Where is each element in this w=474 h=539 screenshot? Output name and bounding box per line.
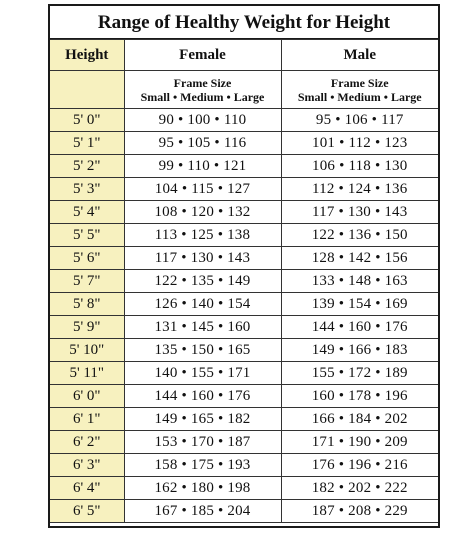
- female-weight-cell: 131 • 145 • 160: [123, 315, 282, 339]
- male-weight-cell: 160 • 178 • 196: [280, 384, 438, 408]
- male-weight-cell: 155 • 172 • 189: [280, 361, 438, 385]
- table-row: 5' 9" 131 • 145 • 160 144 • 160 • 176: [50, 315, 438, 339]
- male-frame-size-header: Frame Size Small • Medium • Large: [280, 70, 438, 109]
- table-row: 6' 2" 153 • 170 • 187 171 • 190 • 209: [50, 430, 438, 454]
- table-row: 6' 1" 149 • 165 • 182 166 • 184 • 202: [50, 407, 438, 431]
- table-row: 5' 8" 126 • 140 • 154 139 • 154 • 169: [50, 292, 438, 316]
- table-row: 5' 0" 90 • 100 • 110 95 • 106 • 117: [50, 108, 438, 132]
- female-weight-cell: 126 • 140 • 154: [123, 292, 282, 316]
- height-cell: 5' 9": [50, 315, 125, 339]
- male-weight-cell: 139 • 154 • 169: [280, 292, 438, 316]
- table-row: 5' 3" 104 • 115 • 127 112 • 124 • 136: [50, 177, 438, 201]
- female-weight-cell: 158 • 175 • 193: [123, 453, 282, 477]
- female-weight-cell: 144 • 160 • 176: [123, 384, 282, 408]
- height-cell: 5' 10": [50, 338, 125, 362]
- chart-title: Range of Healthy Weight for Height: [50, 6, 438, 39]
- height-cell: 5' 11": [50, 361, 125, 385]
- male-weight-cell: 166 • 184 • 202: [280, 407, 438, 431]
- table-row: 5' 1" 95 • 105 • 116 101 • 112 • 123: [50, 131, 438, 155]
- table-row: 6' 4" 162 • 180 • 198 182 • 202 • 222: [50, 476, 438, 500]
- height-column-header: Height: [50, 39, 125, 71]
- male-weight-cell: 117 • 130 • 143: [280, 200, 438, 224]
- height-cell: 5' 7": [50, 269, 125, 293]
- male-weight-cell: 176 • 196 • 216: [280, 453, 438, 477]
- height-cell: 5' 2": [50, 154, 125, 178]
- weight-rows: 5' 0" 90 • 100 • 110 95 • 106 • 117 5' 1" 95…: [50, 108, 438, 523]
- male-weight-cell: 171 • 190 • 209: [280, 430, 438, 454]
- female-weight-cell: 113 • 125 • 138: [123, 223, 282, 247]
- male-weight-cell: 122 • 136 • 150: [280, 223, 438, 247]
- female-frame-size-header: Frame Size Small • Medium • Large: [123, 70, 282, 109]
- height-cell: 5' 5": [50, 223, 125, 247]
- male-weight-cell: 95 • 106 • 117: [280, 108, 438, 132]
- female-column-header: Female: [123, 39, 282, 71]
- female-frame-sizes-label: Small • Medium • Large: [140, 89, 265, 104]
- table-row: 5' 7" 122 • 135 • 149 133 • 148 • 163: [50, 269, 438, 293]
- height-cell: 6' 1": [50, 407, 125, 431]
- height-cell: 5' 0": [50, 108, 125, 132]
- male-weight-cell: 133 • 148 • 163: [280, 269, 438, 293]
- table-row: 5' 6" 117 • 130 • 143 128 • 142 • 156: [50, 246, 438, 270]
- female-weight-cell: 135 • 150 • 165: [123, 338, 282, 362]
- male-weight-cell: 101 • 112 • 123: [280, 131, 438, 155]
- male-weight-cell: 149 • 166 • 183: [280, 338, 438, 362]
- frame-size-row: Frame Size Small • Medium • Large Frame …: [50, 70, 438, 109]
- female-weight-cell: 153 • 170 • 187: [123, 430, 282, 454]
- female-weight-cell: 162 • 180 • 198: [123, 476, 282, 500]
- height-cell: 6' 0": [50, 384, 125, 408]
- female-weight-cell: 122 • 135 • 149: [123, 269, 282, 293]
- table-row: 6' 0" 144 • 160 • 176 160 • 178 • 196: [50, 384, 438, 408]
- female-weight-cell: 117 • 130 • 143: [123, 246, 282, 270]
- height-subheader-blank: [50, 70, 125, 109]
- male-column-header: Male: [280, 39, 438, 71]
- male-weight-cell: 187 • 208 • 229: [280, 499, 438, 523]
- female-frame-size-label: Frame Size: [173, 75, 232, 90]
- height-cell: 6' 5": [50, 499, 125, 523]
- female-weight-cell: 149 • 165 • 182: [123, 407, 282, 431]
- height-cell: 5' 4": [50, 200, 125, 224]
- female-weight-cell: 167 • 185 • 204: [123, 499, 282, 523]
- male-weight-cell: 182 • 202 • 222: [280, 476, 438, 500]
- weight-chart-sheet: Range of Healthy Weight for Height Heigh…: [48, 4, 440, 528]
- female-weight-cell: 140 • 155 • 171: [123, 361, 282, 385]
- female-weight-cell: 99 • 110 • 121: [123, 154, 282, 178]
- height-cell: 5' 3": [50, 177, 125, 201]
- table-row: 5' 11" 140 • 155 • 171 155 • 172 • 189: [50, 361, 438, 385]
- female-weight-cell: 95 • 105 • 116: [123, 131, 282, 155]
- female-weight-cell: 90 • 100 • 110: [123, 108, 282, 132]
- table-row: 5' 2" 99 • 110 • 121 106 • 118 • 130: [50, 154, 438, 178]
- table-row: 5' 5" 113 • 125 • 138 122 • 136 • 150: [50, 223, 438, 247]
- header-row: Height Female Male: [50, 39, 438, 71]
- table-row: 5' 10" 135 • 150 • 165 149 • 166 • 183: [50, 338, 438, 362]
- height-cell: 6' 3": [50, 453, 125, 477]
- female-weight-cell: 108 • 120 • 132: [123, 200, 282, 224]
- male-weight-cell: 112 • 124 • 136: [280, 177, 438, 201]
- male-weight-cell: 144 • 160 • 176: [280, 315, 438, 339]
- table-row: 6' 5" 167 • 185 • 204 187 • 208 • 229: [50, 499, 438, 523]
- male-weight-cell: 128 • 142 • 156: [280, 246, 438, 270]
- height-cell: 5' 1": [50, 131, 125, 155]
- male-frame-size-label: Frame Size: [330, 75, 389, 90]
- male-frame-sizes-label: Small • Medium • Large: [297, 89, 422, 104]
- height-cell: 6' 2": [50, 430, 125, 454]
- table-row: 5' 4" 108 • 120 • 132 117 • 130 • 143: [50, 200, 438, 224]
- table-row: 6' 3" 158 • 175 • 193 176 • 196 • 216: [50, 453, 438, 477]
- weight-table: Height Female Male Frame Size Small • Me…: [50, 39, 438, 523]
- male-weight-cell: 106 • 118 • 130: [280, 154, 438, 178]
- height-cell: 6' 4": [50, 476, 125, 500]
- height-cell: 5' 8": [50, 292, 125, 316]
- female-weight-cell: 104 • 115 • 127: [123, 177, 282, 201]
- height-cell: 5' 6": [50, 246, 125, 270]
